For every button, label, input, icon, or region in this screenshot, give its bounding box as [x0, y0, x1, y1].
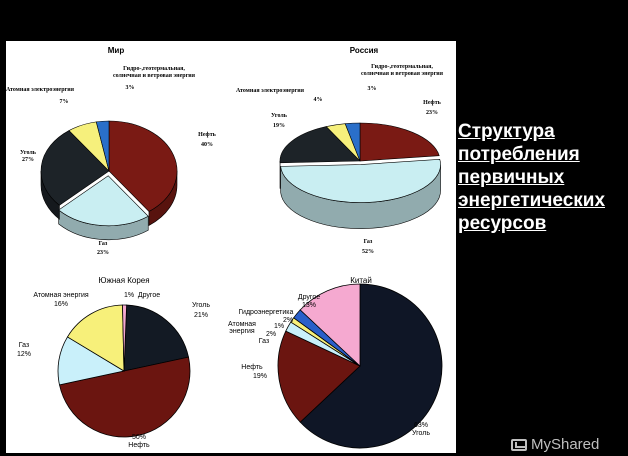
- slice-name: Атомная электроэнергия: [236, 88, 305, 94]
- chart-title: Мир: [108, 46, 125, 55]
- slice-label: 7%: [60, 99, 69, 105]
- pie-slice: [299, 283, 443, 449]
- slice-label: 40%: [201, 142, 213, 148]
- slice-label: 3%: [368, 86, 377, 92]
- pie-slice: [40, 130, 110, 206]
- slice-name: Газ: [19, 342, 29, 349]
- slice-label: 27%: [22, 157, 34, 163]
- pie-slice: [279, 126, 361, 164]
- pie-slice: [277, 330, 361, 423]
- slice-label: 50%: [132, 434, 146, 441]
- headline-line: первичных: [458, 167, 565, 188]
- slice-name: энергия: [229, 328, 255, 335]
- slice-name: Газ: [259, 338, 269, 345]
- slice-label: 23%: [97, 250, 109, 256]
- pie-slice: [58, 175, 149, 227]
- charts-panel: Мир Гидро-,геотермальная, солнечная и ветр…: [6, 41, 456, 453]
- slice-name: солнечная и ветровая энергия: [361, 71, 444, 77]
- presentation-icon: [511, 438, 527, 451]
- slice-label: 13%: [302, 302, 316, 309]
- slice-name: Атомная энергия: [33, 292, 89, 299]
- slice-label: 23%: [426, 110, 438, 116]
- watermark-text: MyShared: [531, 436, 600, 453]
- slice-label: 21%: [194, 312, 208, 319]
- slice-name: Нефть: [128, 442, 150, 449]
- slice-name: Уголь: [271, 113, 288, 119]
- pie-slice: [280, 158, 441, 203]
- slice-name: Газ: [364, 239, 373, 245]
- slice-name: Другое: [138, 292, 160, 299]
- pie-slice: [299, 283, 361, 367]
- slice-label: 19%: [253, 373, 267, 380]
- slice-name: Нефть: [198, 131, 217, 138]
- slice-label: 4%: [314, 97, 323, 103]
- slice-name: Гидро-,геотермальная,: [123, 66, 185, 72]
- pie-slice: [122, 304, 128, 372]
- slice-name: Нефть: [423, 99, 442, 106]
- slice-label: 3%: [126, 85, 135, 91]
- headline-line: Структура: [458, 121, 555, 142]
- chart-title: Южная Корея: [98, 276, 149, 285]
- pie-slice: [359, 122, 440, 162]
- slide-headline: Структура потребления первичных энергети…: [458, 120, 628, 235]
- slice-name: Другое: [298, 294, 320, 301]
- slice-name: Гидро-,геотермальная,: [371, 64, 433, 70]
- headline-line: потребления: [458, 144, 580, 165]
- headline-line: энергетических: [458, 190, 606, 211]
- pie-slice: [344, 122, 361, 162]
- watermark: MyShared: [511, 436, 599, 453]
- chart-title: Россия: [350, 46, 379, 55]
- slice-name: Уголь: [192, 302, 210, 309]
- slice-label: 52%: [362, 249, 374, 255]
- pie-slice: [66, 304, 125, 372]
- slice-label: 1%: [274, 323, 284, 330]
- slice-name: Уголь: [20, 150, 37, 156]
- pie-slice: [108, 120, 178, 212]
- slice-name: Гидроэнергетика: [239, 309, 294, 316]
- pie-slice: [95, 120, 110, 172]
- slice-label: 1%: [124, 292, 134, 299]
- slice-name: Газ: [99, 241, 108, 247]
- pie-slice: [123, 304, 190, 372]
- slice-name: Уголь: [412, 430, 430, 437]
- slice-label: 12%: [17, 351, 31, 358]
- pie-slice: [58, 356, 191, 438]
- slice-name: солнечная и ветровая энергия: [113, 73, 196, 79]
- slice-name: Нефть: [241, 364, 263, 371]
- headline-line: ресурсов: [458, 213, 547, 234]
- chart-title: Китай: [350, 276, 372, 285]
- slice-label: 19%: [273, 123, 285, 129]
- slice-label: 2%: [266, 331, 276, 338]
- slice-label: 63%: [414, 422, 428, 429]
- slice-name: Атомная электроэнергия: [6, 87, 75, 93]
- slice-name: Атомная: [228, 321, 256, 328]
- slice-label: 2%: [283, 317, 293, 324]
- slice-label: 16%: [54, 301, 68, 308]
